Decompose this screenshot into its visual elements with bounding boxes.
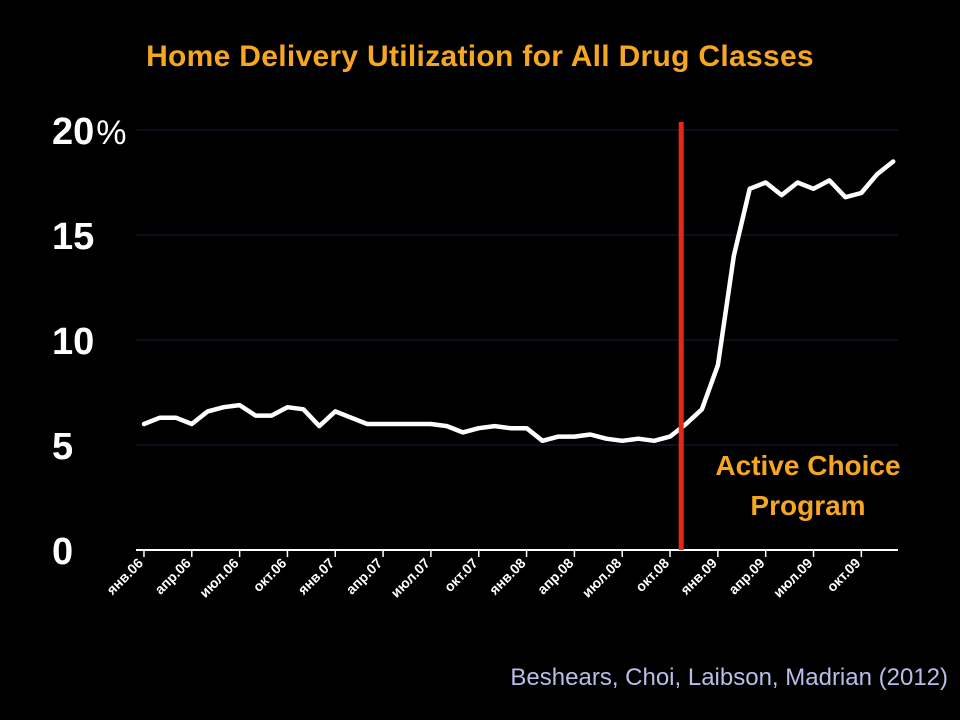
y-tick-label: 10 [52, 321, 94, 363]
x-tick-label: июл.09 [770, 555, 816, 601]
x-tick-label: апр.07 [343, 555, 386, 598]
y-axis-tick-labels: 0 5 10 15 20% [52, 111, 127, 573]
citation: Beshears, Choi, Laibson, Madrian (2012) [510, 664, 948, 691]
x-tick-label: апр.08 [534, 555, 577, 598]
x-tick-label: окт.08 [632, 555, 672, 595]
x-tick-label: июл.07 [387, 555, 433, 601]
x-tick-label: июл.08 [579, 555, 625, 601]
annotation-layer: Active Choice Program [715, 450, 900, 521]
x-tick-label: апр.06 [151, 555, 194, 598]
y-tick-label: 5 [52, 426, 73, 468]
x-tick-label: янв.07 [294, 555, 337, 598]
annotation-label: Program [750, 490, 865, 521]
series-layer [141, 159, 896, 444]
y-tick-label: 20% [52, 111, 127, 153]
x-tick-label: июл.06 [196, 555, 242, 601]
x-tick-label: окт.06 [250, 555, 290, 595]
data-series-line [141, 159, 896, 444]
x-tick-label: окт.07 [441, 555, 481, 595]
annotation-label: Active Choice [715, 450, 900, 481]
chart-title: Home Delivery Utilization for All Drug C… [146, 40, 814, 73]
x-tick-label: янв.08 [486, 555, 529, 598]
x-tick-label: янв.09 [677, 555, 720, 598]
y-tick-label: 0 [52, 531, 73, 573]
y-tick-label: 15 [52, 216, 94, 258]
x-axis-tick-labels: янв.06 апр.06 июл.06 окт.06 янв.07 апр.07 июл.… [103, 550, 864, 601]
grid-lines [136, 129, 898, 446]
y-unit-label: % [96, 114, 126, 152]
x-tick-label: янв.06 [103, 555, 146, 598]
x-tick-label: окт.09 [823, 555, 863, 595]
x-tick-label: апр.09 [725, 555, 768, 598]
